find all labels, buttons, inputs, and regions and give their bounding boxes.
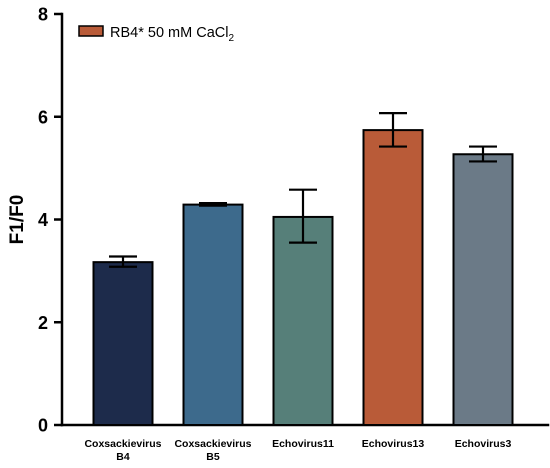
y-tick-label: 8 [38, 5, 48, 25]
y-tick-label: 4 [38, 210, 48, 230]
y-axis-title: F1/F0 [7, 195, 28, 245]
x-tick-label: Coxsackievirus B5 [174, 438, 251, 463]
bar [92, 261, 154, 426]
bar [272, 215, 334, 426]
x-tick-label: Coxsackievirus B4 [84, 438, 161, 463]
y-tick-label: 2 [38, 313, 48, 333]
x-tick-label: Echovirus13 [362, 438, 425, 450]
x-tick-label: Echovirus3 [455, 438, 512, 450]
error-bar [379, 112, 407, 148]
legend-swatch [78, 25, 104, 37]
y-tick-label: 0 [38, 416, 48, 436]
labels: F1/F0 Coxsackievirus B4 Coxsackievirus B5 Ech… [7, 195, 511, 463]
legend: RB4* 50 mM CaCl2 [78, 25, 234, 44]
error-bar [289, 188, 317, 244]
legend-entry: RB4* 50 mM CaCl2 [78, 25, 234, 44]
x-tick-label: Echovirus11 [272, 438, 334, 450]
error-bar [469, 145, 497, 163]
error-bar [109, 255, 137, 268]
bar [182, 203, 244, 426]
error-bars [109, 112, 497, 268]
bar [452, 153, 514, 426]
legend-label: RB4* 50 mM CaCl2 [110, 25, 234, 44]
bar [362, 129, 424, 426]
error-bar [199, 201, 227, 207]
y-tick-label: 6 [38, 107, 48, 127]
bars [92, 129, 514, 426]
